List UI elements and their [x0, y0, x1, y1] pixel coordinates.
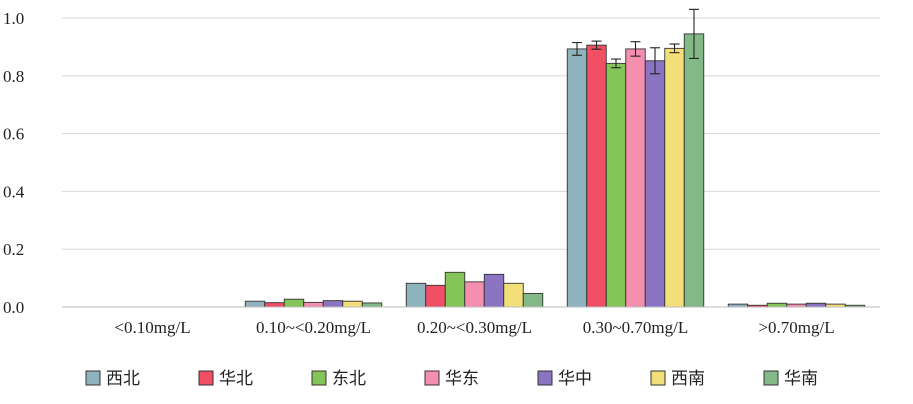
y-tick-label: 0.4	[3, 182, 25, 201]
legend-label: 华北	[219, 369, 253, 389]
bar	[264, 302, 285, 308]
y-tick-label: 0.2	[3, 240, 24, 259]
bar	[322, 300, 344, 308]
legend-label: 西北	[106, 369, 140, 389]
bar	[244, 300, 266, 308]
legend-label: 西南	[671, 369, 705, 389]
grid-lines	[62, 17, 880, 250]
y-tick-label: 1.0	[3, 9, 24, 28]
x-axis: <0.10mg/L 0.10~<0.20mg/L 0.20~<0.30mg/L 0.3…	[62, 306, 880, 337]
legend-swatch	[311, 370, 327, 386]
bar	[483, 273, 505, 308]
y-tick-label: 0.8	[3, 67, 24, 86]
bar	[425, 284, 446, 308]
legend-label: 华南	[784, 369, 818, 389]
legend-label: 华中	[558, 369, 592, 389]
bar	[503, 282, 524, 308]
bar	[605, 62, 627, 308]
bar	[683, 33, 705, 308]
bar	[303, 301, 324, 308]
bar	[566, 48, 588, 308]
legend-label: 华东	[445, 369, 479, 389]
x-tick-label: >0.70mg/L	[758, 318, 834, 337]
y-tick-label: 0.0	[3, 298, 24, 317]
bar	[625, 48, 646, 308]
legend: 西北 华北 东北 华东 华中 西南 华南	[85, 369, 818, 389]
bar	[664, 47, 685, 308]
x-tick-label: 0.20~<0.30mg/L	[417, 318, 532, 337]
bar	[766, 302, 788, 308]
legend-label: 东北	[332, 369, 366, 389]
y-axis: 0.0 0.2 0.4 0.6 0.8 1.0	[3, 9, 25, 317]
bar	[342, 300, 363, 308]
bars	[244, 33, 866, 308]
bar	[586, 44, 607, 308]
legend-swatch	[424, 370, 440, 386]
bar	[361, 302, 383, 308]
bar	[444, 271, 466, 308]
x-tick-label: <0.10mg/L	[114, 318, 190, 337]
legend-swatch	[198, 370, 214, 386]
legend-swatch	[85, 370, 101, 386]
bar	[805, 302, 827, 308]
legend-swatch	[650, 370, 666, 386]
bar	[644, 60, 666, 308]
x-tick-label: 0.30~0.70mg/L	[583, 318, 689, 337]
legend-swatch	[537, 370, 553, 386]
bar	[405, 282, 427, 308]
bar	[464, 281, 485, 308]
legend-swatch	[763, 370, 779, 386]
bar	[522, 292, 544, 308]
y-tick-label: 0.6	[3, 125, 24, 144]
bar	[283, 298, 305, 308]
error-bars	[572, 8, 699, 75]
x-tick-label: 0.10~<0.20mg/L	[256, 318, 371, 337]
